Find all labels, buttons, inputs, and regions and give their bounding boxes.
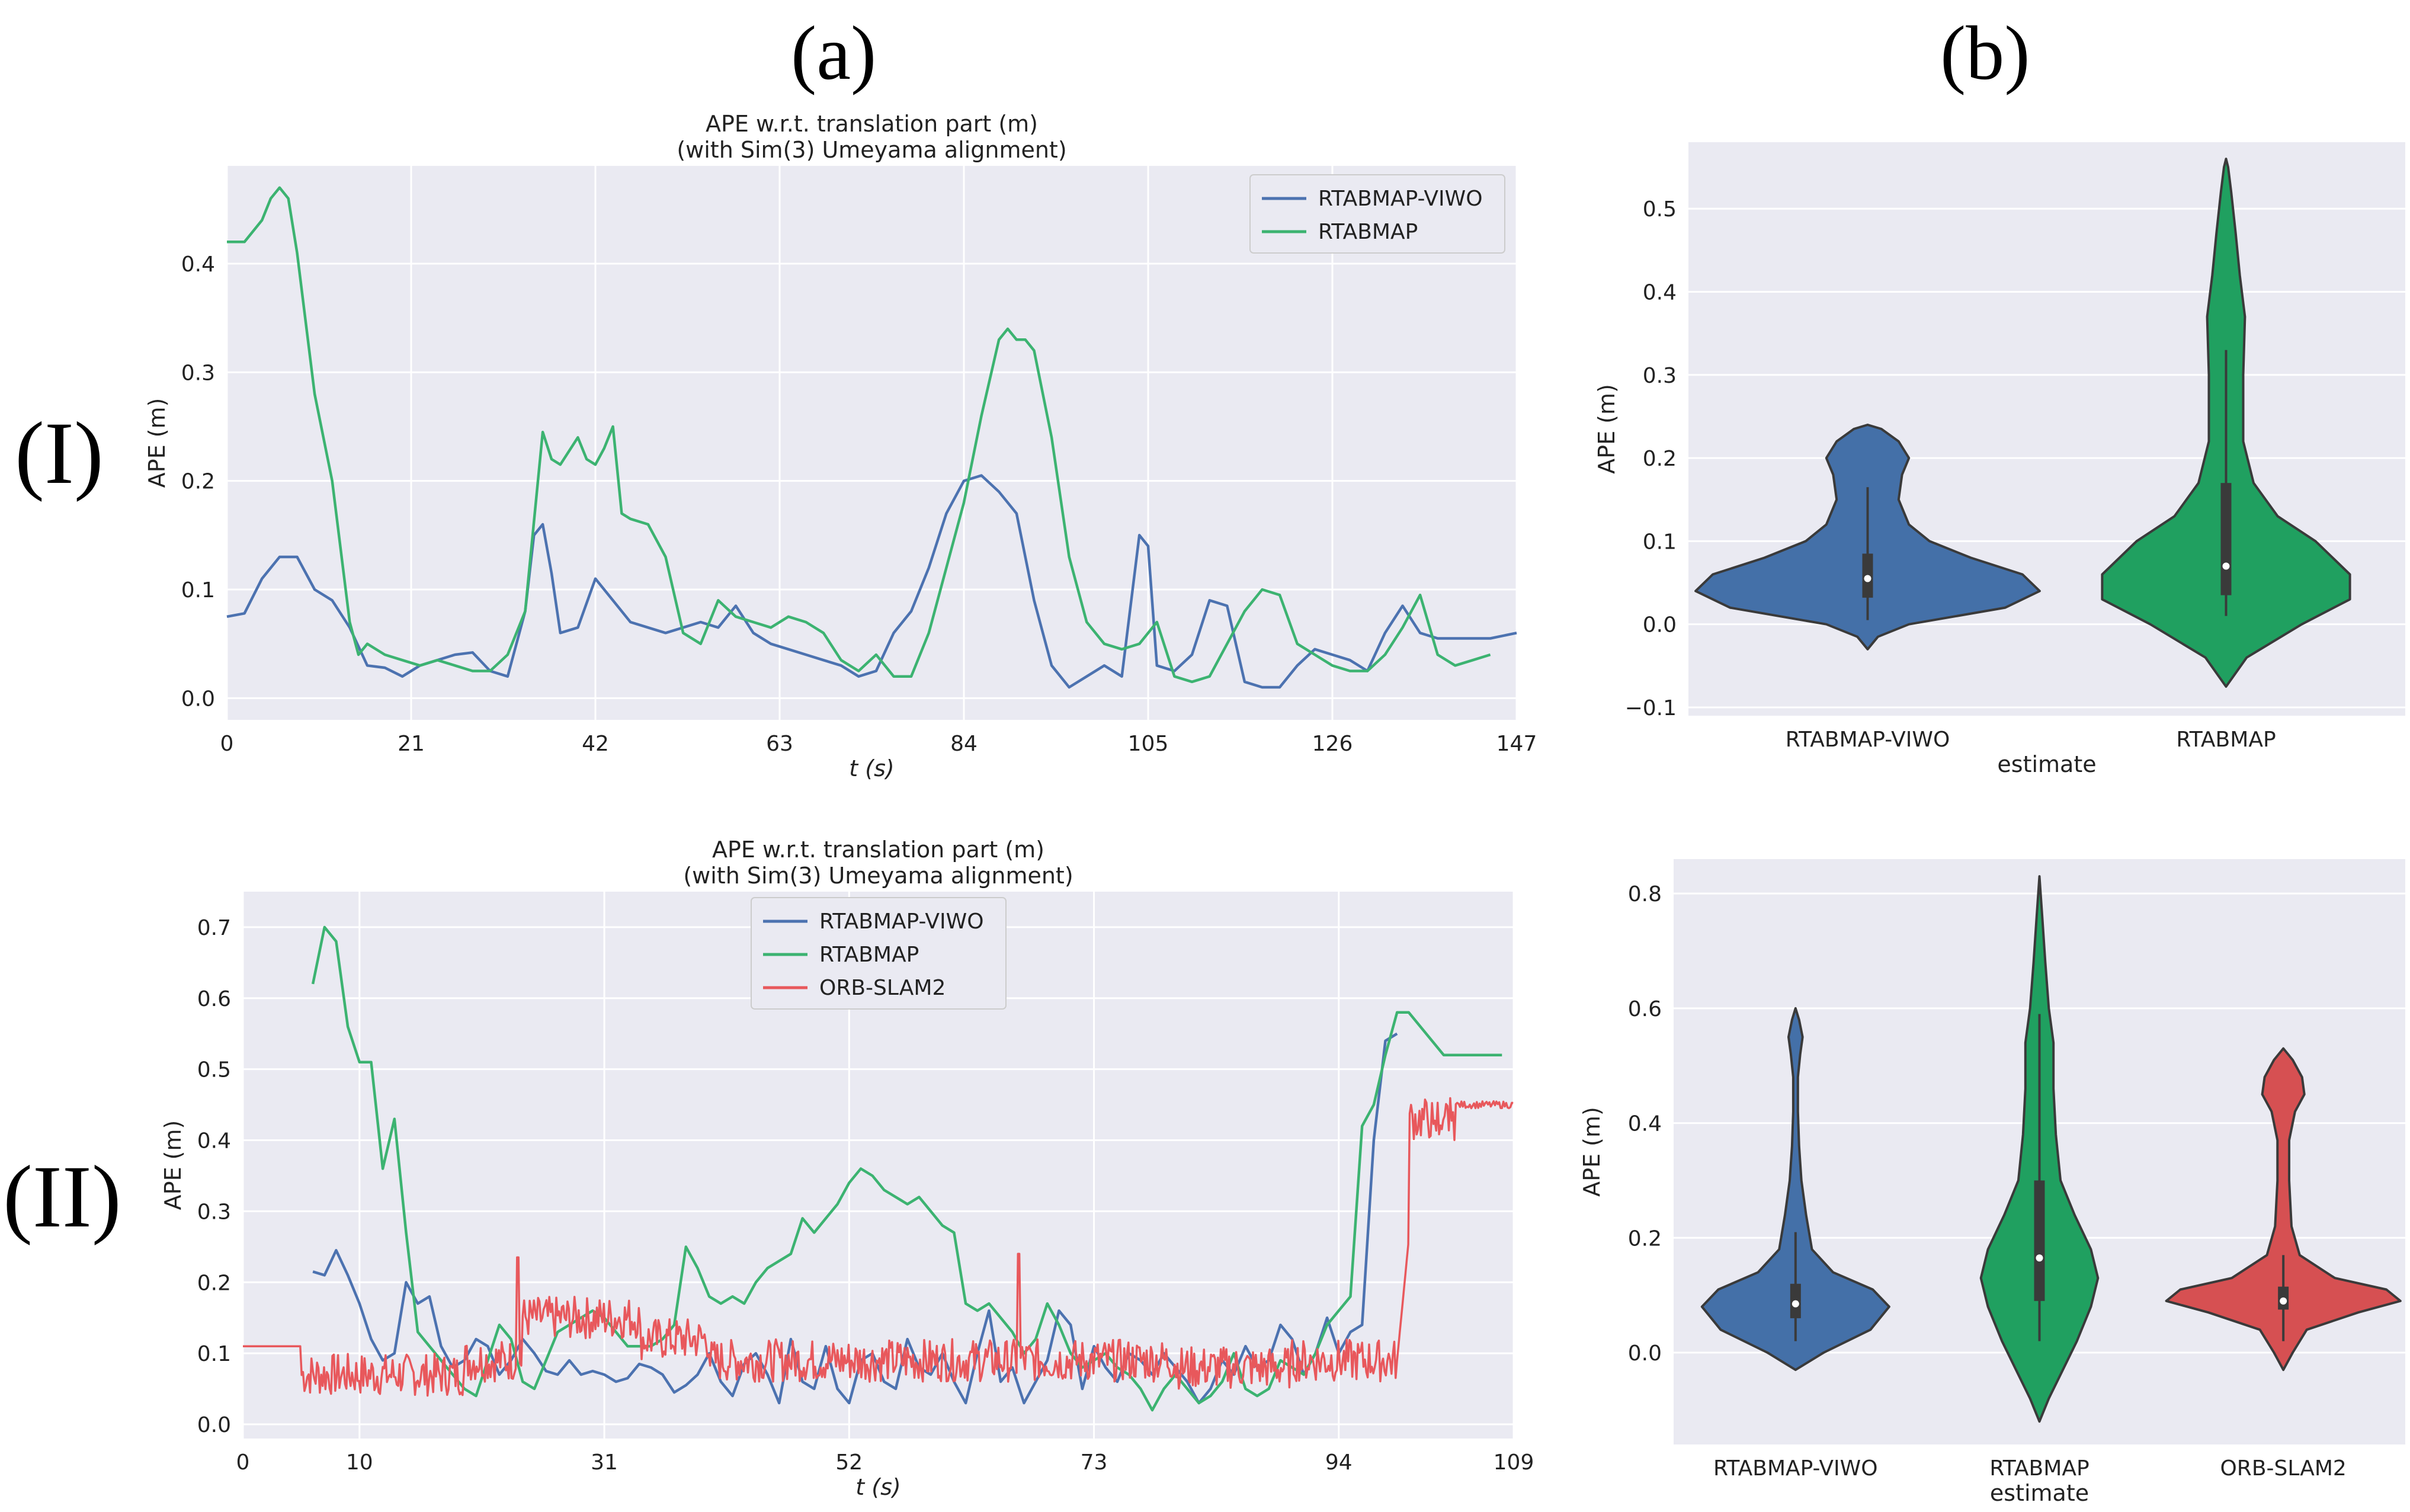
violin1-category-label: RTABMAP: [2176, 728, 2276, 752]
line1-xtick-label: 0: [220, 732, 234, 756]
violin1-ylabel: APE (m): [1594, 384, 1620, 474]
line1-xtick-label: 21: [398, 732, 425, 756]
line1-series-rtabmap-viwo: [226, 474, 1517, 689]
violin2-ytick-label: 0.0: [1628, 1341, 1662, 1366]
line1-ylabel: APE (m): [144, 398, 170, 488]
line1-series-rtabmap: [227, 186, 1491, 684]
line1-legend-label: RTABMAP: [1318, 220, 1418, 244]
line1-ytick-label: 0.4: [181, 252, 215, 277]
violin2-xlabel: estimate: [1990, 1480, 2089, 1506]
line1-xlabel: t (s): [849, 755, 894, 781]
line2-xlabel: t (s): [855, 1474, 900, 1500]
violin2-iqr-box: [2034, 1180, 2045, 1301]
row-label-1: (I): [15, 404, 104, 502]
line2-series-orb-slam2: [243, 1097, 1514, 1397]
line2-xtick-label: 94: [1325, 1450, 1353, 1475]
line1-ytick-label: 0.2: [181, 470, 215, 494]
violin1-ytick-label: 0.1: [1643, 530, 1677, 554]
line2-ytick-label: 0.3: [197, 1200, 231, 1224]
line2-series-rtabmap: [311, 925, 1502, 1412]
row-label-2: (II): [3, 1148, 121, 1246]
violin2-chart: 0.0 0.2 0.4 0.6 0.8 RTABMAP-VIWO RTABMAP ORB-SL…: [1579, 859, 2405, 1506]
line2-ytick-label: 0.4: [197, 1129, 231, 1154]
violin2-category-label: ORB-SLAM2: [2220, 1456, 2346, 1481]
violin1-plot-area: [1688, 142, 2405, 716]
line2-xtick-label: 109: [1494, 1450, 1534, 1475]
line1-ytick-label: 0.3: [181, 361, 215, 385]
violin2-category-label: RTABMAP-VIWO: [1713, 1456, 1878, 1481]
violin2-category-label: RTABMAP: [1989, 1456, 2089, 1481]
violin2-median-dot: [2036, 1254, 2043, 1262]
line2-ytick-label: 0.7: [197, 916, 231, 940]
violin2-ytick-label: 0.2: [1628, 1226, 1662, 1251]
violin1-median-dot: [2222, 562, 2230, 570]
line2-subtitle: (with Sim(3) Umeyama alignment): [683, 863, 1073, 889]
violin1-iqr-box: [2220, 483, 2232, 595]
line2-ytick-label: 0.1: [197, 1342, 231, 1366]
line1-ytick-label: 0.1: [181, 578, 215, 603]
line1-chart: 0 21 42 63 84 105 126 147 0.0 0.1 0.2 0.3 0.4 APE w.r…: [144, 111, 1537, 781]
line2-legend: [751, 897, 1007, 1010]
line2-ytick-label: 0.0: [197, 1413, 231, 1437]
violin2-median-dot: [2280, 1297, 2287, 1305]
violin2-median-dot: [1792, 1300, 1799, 1308]
line1-xtick-label: 147: [1496, 732, 1537, 756]
line2-ytick-label: 0.5: [197, 1058, 231, 1082]
line2-title: APE w.r.t. translation part (m): [712, 837, 1044, 863]
violin1-ytick-label: −0.1: [1625, 696, 1677, 720]
line1-xtick-label: 105: [1128, 732, 1169, 756]
violin1-ytick-label: 0.3: [1643, 364, 1677, 388]
violin1-ytick-label: 0.2: [1643, 447, 1677, 471]
violin1-ytick-label: 0.4: [1643, 281, 1677, 305]
violin2-ylabel: APE (m): [1579, 1107, 1605, 1197]
violin2-ytick-label: 0.4: [1628, 1112, 1662, 1136]
line1-ytick-label: 0.0: [181, 687, 215, 711]
line1-subtitle: (with Sim(3) Umeyama alignment): [677, 137, 1066, 163]
line2-ylabel: APE (m): [160, 1120, 186, 1210]
line1-xtick-label: 84: [950, 732, 978, 756]
line1-legend: [1249, 174, 1505, 254]
line2-legend-label: ORB-SLAM2: [819, 976, 946, 1000]
panel-label-b: (b): [1940, 11, 2030, 96]
line2-xtick-label: 73: [1081, 1450, 1108, 1475]
line1-xtick-label: 42: [582, 732, 609, 756]
line1-title: APE w.r.t. translation part (m): [706, 111, 1038, 137]
line2-ytick-label: 0.6: [197, 987, 231, 1011]
line1-plot-area: [227, 166, 1517, 720]
line1-xtick-label: 126: [1312, 732, 1353, 756]
line2-legend-label: RTABMAP-VIWO: [819, 909, 984, 934]
line2-ytick-label: 0.2: [197, 1271, 231, 1295]
violin2-ytick-label: 0.8: [1628, 882, 1662, 906]
line2-legend-label: RTABMAP: [819, 943, 919, 967]
violin2-violin-orb-slam2: [2165, 1047, 2402, 1372]
violin1-median-dot: [1864, 575, 1871, 582]
violin2-violin-rtabmap-viwo: [1700, 1007, 1890, 1372]
line1-legend-label: RTABMAP-VIWO: [1318, 187, 1483, 211]
violin1-chart: −0.1 0.0 0.1 0.2 0.3 0.4 0.5 RTABMAP-VIWO RTABMA…: [1594, 142, 2405, 777]
violin1-ytick-label: 0.5: [1643, 197, 1677, 222]
line2-xtick-label: 52: [835, 1450, 863, 1475]
line2-xtick-label: 31: [591, 1450, 618, 1475]
violin2-ytick-label: 0.6: [1628, 997, 1662, 1021]
line2-xtick-label: 10: [346, 1450, 373, 1475]
panel-label-a: (a): [791, 11, 877, 96]
violin1-category-label: RTABMAP-VIWO: [1786, 728, 1950, 752]
line2-chart: 0 10 31 52 73 94 109 0.0 0.1 0.2 0.3 0.4 0.5 0.6 0.7 AP…: [160, 837, 1534, 1500]
violin1-ytick-label: 0.0: [1643, 613, 1677, 638]
line2-xtick-label: 0: [236, 1450, 250, 1475]
line1-xtick-label: 63: [766, 732, 793, 756]
violin1-xlabel: estimate: [1997, 751, 2096, 777]
